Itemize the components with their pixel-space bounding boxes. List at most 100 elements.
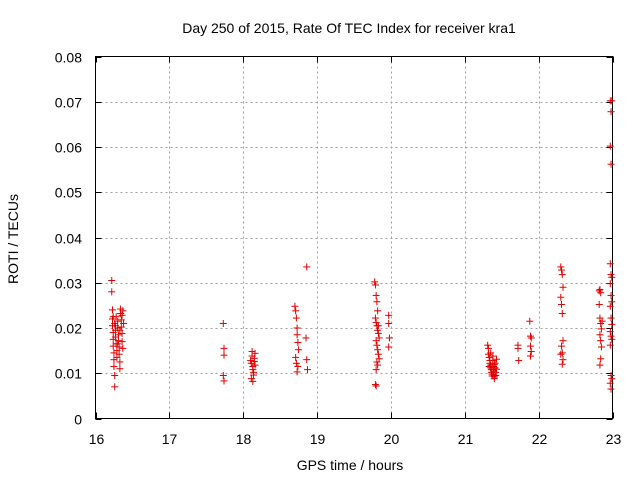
data-point (557, 263, 565, 271)
data-point (485, 362, 493, 370)
data-point (293, 368, 301, 376)
data-point (303, 263, 311, 271)
y-tick-label: 0.01 (55, 366, 82, 382)
y-axis-label: ROTI / TECUs (5, 194, 21, 284)
data-point (114, 340, 122, 348)
data-point (374, 307, 382, 315)
data-point (302, 334, 310, 342)
data-point (292, 307, 300, 315)
data-point (250, 357, 258, 365)
data-point (115, 343, 123, 351)
data-point (294, 338, 302, 346)
x-tick-label: 17 (162, 431, 178, 447)
data-point (608, 375, 616, 383)
data-point (111, 322, 119, 330)
data-point (514, 344, 522, 352)
data-point (119, 344, 127, 352)
data-point (293, 331, 301, 339)
data-point (249, 377, 257, 385)
data-point (108, 288, 116, 296)
data-point (219, 372, 227, 380)
data-point (595, 287, 603, 295)
data-point (114, 317, 122, 325)
data-points (108, 97, 616, 393)
data-point (247, 359, 255, 367)
data-point (608, 298, 616, 306)
data-point (608, 335, 616, 343)
data-point (119, 307, 127, 315)
data-point (515, 357, 523, 365)
data-point (597, 337, 605, 345)
data-point (220, 344, 228, 352)
data-point (489, 352, 497, 360)
data-point (558, 271, 566, 279)
y-tick-labels: 0 0.01 0.02 0.03 0.04 0.05 0.06 0.07 0.08 (55, 50, 82, 428)
data-point (120, 319, 128, 327)
y-tick-label: 0 (74, 412, 82, 428)
data-point (558, 266, 566, 274)
data-point (490, 375, 498, 383)
y-tick-label: 0.07 (55, 95, 82, 111)
data-point (111, 372, 119, 380)
data-point (220, 377, 228, 385)
grid (95, 56, 613, 419)
data-point (374, 346, 382, 354)
data-point (607, 372, 615, 380)
data-point (557, 350, 565, 358)
data-point (527, 352, 535, 360)
data-point (607, 314, 615, 322)
data-point (371, 281, 379, 289)
data-point (558, 349, 566, 357)
data-point (485, 353, 493, 361)
data-point (606, 379, 614, 387)
data-point (606, 328, 614, 336)
data-point (371, 381, 379, 389)
x-tick-label: 16 (89, 431, 105, 447)
data-point (372, 366, 380, 374)
data-point (114, 337, 122, 345)
data-point (293, 324, 301, 332)
data-point (116, 365, 124, 373)
data-point (607, 160, 615, 168)
data-point (607, 108, 615, 116)
y-tick-label: 0.04 (55, 231, 82, 247)
data-point (492, 372, 500, 380)
data-point (116, 326, 124, 334)
data-point (118, 311, 126, 319)
data-point (385, 311, 393, 319)
data-point (118, 338, 126, 346)
data-point (385, 343, 393, 351)
y-tick-label: 0.03 (55, 276, 82, 292)
x-tick-label: 22 (532, 431, 548, 447)
data-point (608, 320, 616, 328)
data-point (292, 314, 300, 322)
y-tick-label: 0.02 (55, 321, 82, 337)
data-point (108, 306, 116, 314)
data-point (606, 302, 614, 310)
data-point (108, 276, 116, 284)
data-point (295, 346, 303, 354)
data-point (596, 331, 604, 339)
data-point (294, 362, 302, 370)
data-point (385, 319, 393, 327)
data-point (374, 326, 382, 334)
data-point (374, 350, 382, 358)
x-tick-labels: 16 17 18 19 20 21 22 23 (89, 431, 622, 447)
y-tick-label: 0.06 (55, 140, 82, 156)
data-point (117, 316, 125, 324)
data-point (109, 313, 117, 321)
data-point (558, 342, 566, 350)
data-point (608, 273, 616, 281)
y-tick-label: 0.05 (55, 185, 82, 201)
data-point (115, 350, 123, 358)
data-point (559, 283, 567, 291)
data-point (117, 323, 125, 331)
data-point (219, 319, 227, 327)
x-tick-label: 20 (384, 431, 400, 447)
data-point (111, 383, 119, 391)
data-point (251, 349, 259, 357)
data-point (250, 371, 258, 379)
data-point (371, 314, 379, 322)
data-point (303, 366, 311, 374)
